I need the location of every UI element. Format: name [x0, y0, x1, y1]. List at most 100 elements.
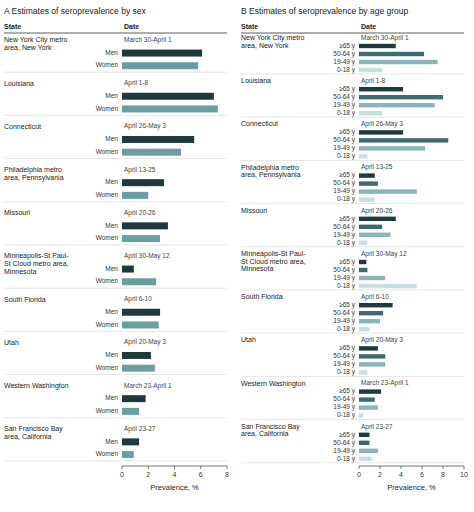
- site-name-line: Louisiana: [4, 79, 34, 86]
- date: April 23-27: [124, 425, 156, 433]
- row-label: 19-49 y: [333, 403, 355, 411]
- tick: [227, 466, 228, 469]
- row-label: Men: [105, 438, 118, 445]
- bar: [122, 105, 218, 112]
- date: March 23-April 1: [361, 379, 409, 387]
- tick-label: 2: [378, 471, 382, 478]
- row-label: Men: [105, 92, 118, 99]
- row-label: 50-64 y: [333, 266, 355, 274]
- tick-label: 0: [357, 471, 361, 478]
- separator: [4, 331, 227, 332]
- bar: [359, 260, 366, 264]
- separator: [241, 117, 464, 118]
- site-name: Missouri: [241, 207, 268, 214]
- tick-label: 10: [460, 471, 468, 478]
- bar: [122, 365, 155, 372]
- bar: [359, 95, 443, 99]
- bar: [359, 268, 367, 272]
- bar: [359, 311, 383, 315]
- row-label: 19-49 y: [333, 360, 355, 368]
- row-label: 0-18 y: [337, 239, 356, 247]
- row-label: Men: [105, 222, 118, 229]
- site-name-line: Missouri: [241, 207, 268, 214]
- row-label: Women: [96, 61, 119, 68]
- row-label: Women: [96, 407, 119, 414]
- site-name: South Florida: [241, 293, 283, 300]
- row-label: 50-64 y: [333, 179, 355, 187]
- separator: [241, 246, 464, 247]
- date: April 6-10: [124, 295, 152, 303]
- tick: [443, 466, 444, 469]
- site-name-line: Minnesota: [4, 267, 36, 274]
- separator: [4, 374, 227, 375]
- site-name: Louisiana: [241, 77, 271, 84]
- column-header: Date: [361, 23, 376, 30]
- bar: [122, 222, 168, 229]
- site-name-line: area, Pennsylvania: [4, 173, 64, 181]
- site-name: Missouri: [4, 209, 31, 216]
- site-name: Western Washington: [4, 382, 69, 390]
- bar: [359, 189, 417, 193]
- date: April 23-27: [361, 423, 393, 431]
- bar: [359, 233, 391, 237]
- date: April 30-May 12: [361, 250, 407, 258]
- date: April 13-25: [361, 163, 393, 171]
- row-label: 19-49 y: [333, 58, 355, 66]
- row-label: Women: [96, 364, 119, 371]
- site-name-line: South Florida: [4, 295, 46, 302]
- bar: [122, 309, 160, 316]
- site-name: Utah: [4, 339, 19, 346]
- row-label: 50-64 y: [333, 439, 355, 447]
- row-label: Women: [96, 277, 119, 284]
- site-name: Western Washington: [241, 379, 306, 387]
- date: April 26-May 3: [124, 122, 166, 130]
- tick-label: 4: [173, 471, 177, 478]
- panel: B Estimates of seroprevalence by age gro…: [241, 6, 468, 492]
- tick: [174, 466, 175, 469]
- site-name-line: Missouri: [4, 209, 31, 216]
- tick: [401, 466, 402, 469]
- separator: [4, 244, 227, 245]
- site-name-line: Western Washington: [4, 382, 69, 390]
- separator: [241, 419, 464, 420]
- site-name: Connecticut: [4, 123, 41, 130]
- row-label: 0-18 y: [337, 282, 356, 290]
- column-header: Date: [124, 23, 139, 30]
- site-name: Minneapolis-St Paul-St Cloud metro area,…: [4, 252, 69, 274]
- row-label: Men: [105, 265, 118, 272]
- bar: [359, 276, 385, 280]
- bar: [359, 173, 375, 177]
- row-label: 0-18 y: [337, 411, 356, 419]
- row-label: ≥65 y: [339, 431, 356, 439]
- row-label: Women: [96, 148, 119, 155]
- site-name: Louisiana: [4, 79, 34, 86]
- tick-label: 8: [225, 471, 229, 478]
- tick: [148, 466, 149, 469]
- row-label: 19-49 y: [333, 144, 355, 152]
- row-label: 19-49 y: [333, 447, 355, 455]
- site-name: South Florida: [4, 295, 46, 302]
- bar: [359, 103, 435, 107]
- row-label: 19-49 y: [333, 231, 355, 239]
- bar: [122, 62, 198, 69]
- separator: [241, 203, 464, 204]
- date: March 30-April 1: [124, 36, 172, 44]
- bar: [122, 93, 214, 100]
- x-axis-label: Prevalence, %: [387, 483, 436, 492]
- row-label: Women: [96, 105, 119, 112]
- tick: [200, 466, 201, 469]
- row-label: ≥65 y: [339, 258, 356, 266]
- tick-label: 4: [399, 471, 403, 478]
- bar: [359, 87, 403, 91]
- column-header: State: [241, 23, 258, 30]
- row-label: ≥65 y: [339, 301, 356, 309]
- bar: [359, 197, 375, 201]
- row-label: 0-18 y: [337, 455, 356, 463]
- site-name-line: Utah: [241, 336, 256, 343]
- row-label: ≥65 y: [339, 85, 356, 93]
- bar: [122, 50, 202, 57]
- separator: [4, 460, 227, 461]
- row-label: 0-18 y: [337, 66, 356, 74]
- separator: [241, 74, 464, 75]
- separator: [241, 333, 464, 334]
